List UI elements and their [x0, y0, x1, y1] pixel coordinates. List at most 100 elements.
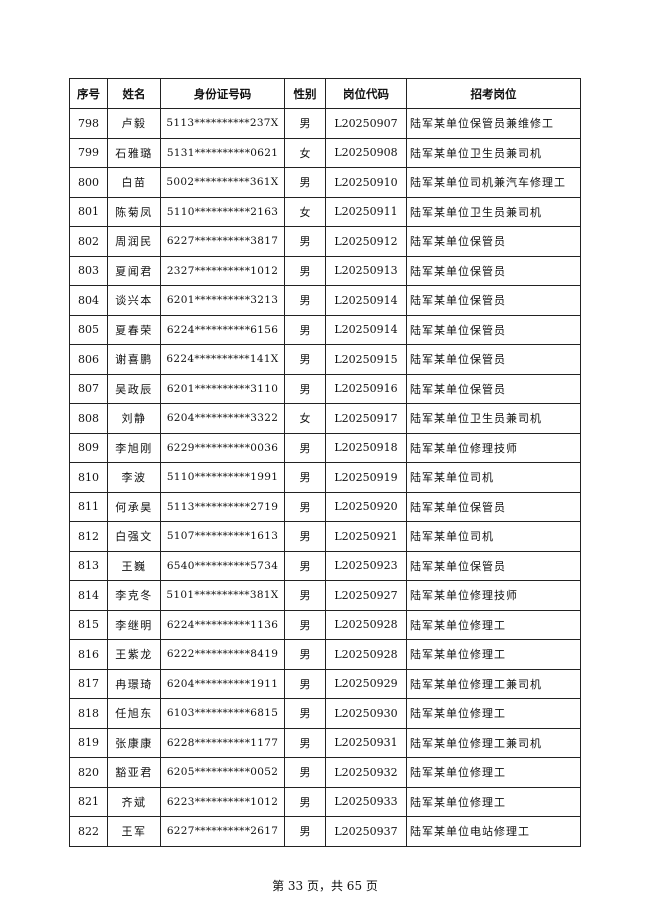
- cell-position-code: L20250912: [325, 226, 407, 257]
- cell-name: 王军: [107, 816, 161, 847]
- cell-position-code: L20250921: [325, 521, 407, 552]
- cell-id-number: 6224**********141X: [160, 344, 285, 375]
- cell-gender: 男: [284, 432, 326, 463]
- cell-name: 任旭东: [107, 698, 161, 729]
- header-id-number: 身份证号码: [160, 78, 285, 109]
- cell-name: 白强文: [107, 521, 161, 552]
- cell-name: 卢毅: [107, 108, 161, 139]
- cell-position: 陆军某单位修理工: [406, 698, 581, 729]
- table-row: 804 谈兴本 6201**********3213 男 L20250914 陆军某单位保…: [69, 285, 581, 316]
- cell-name: 周润民: [107, 226, 161, 257]
- cell-id-number: 6204**********3322: [160, 403, 285, 434]
- table-row: 819 张康康 6228**********1177 男 L20250931 陆军某单位修…: [69, 727, 581, 758]
- cell-position-code: L20250917: [325, 403, 407, 434]
- cell-position-code: L20250910: [325, 167, 407, 198]
- cell-id-number: 2327**********1012: [160, 255, 285, 286]
- cell-position-code: L20250914: [325, 285, 407, 316]
- cell-gender: 男: [284, 727, 326, 758]
- table-row: 799 石雅璐 5131**********0621 女 L20250908 陆军某单位卫…: [69, 137, 581, 168]
- cell-index: 801: [69, 196, 108, 227]
- cell-position-code: L20250913: [325, 255, 407, 286]
- table-row: 805 夏春荣 6224**********6156 男 L20250914 陆军某单位保…: [69, 314, 581, 345]
- cell-index: 805: [69, 314, 108, 345]
- cell-name: 冉璟琦: [107, 668, 161, 699]
- cell-id-number: 6204**********1911: [160, 668, 285, 699]
- table-row: 801 陈菊凤 5110**********2163 女 L20250911 陆军某单位卫…: [69, 196, 581, 227]
- cell-index: 812: [69, 521, 108, 552]
- cell-id-number: 5113**********237X: [160, 108, 285, 139]
- cell-position: 陆军某单位保管员兼维修工: [406, 108, 581, 139]
- cell-gender: 女: [284, 196, 326, 227]
- cell-position: 陆军某单位保管员: [406, 255, 581, 286]
- cell-gender: 男: [284, 668, 326, 699]
- cell-id-number: 6229**********0036: [160, 432, 285, 463]
- cell-name: 谈兴本: [107, 285, 161, 316]
- cell-position-code: L20250928: [325, 639, 407, 670]
- cell-index: 811: [69, 491, 108, 522]
- cell-position-code: L20250937: [325, 816, 407, 847]
- cell-gender: 男: [284, 786, 326, 817]
- cell-position: 陆军某单位卫生员兼司机: [406, 403, 581, 434]
- cell-name: 陈菊凤: [107, 196, 161, 227]
- cell-index: 806: [69, 344, 108, 375]
- cell-position-code: L20250908: [325, 137, 407, 168]
- cell-id-number: 5101**********381X: [160, 580, 285, 611]
- cell-id-number: 6227**********2617: [160, 816, 285, 847]
- table-row: 809 李旭刚 6229**********0036 男 L20250918 陆军某单位修…: [69, 432, 581, 463]
- cell-gender: 男: [284, 285, 326, 316]
- table-row: 813 王巍 6540**********5734 男 L20250923 陆军某单位保管…: [69, 550, 581, 581]
- cell-id-number: 6540**********5734: [160, 550, 285, 581]
- table-row: 800 白苗 5002**********361X 男 L20250910 陆军某单位司机…: [69, 167, 581, 198]
- cell-position: 陆军某单位修理工: [406, 639, 581, 670]
- header-position-code: 岗位代码: [325, 78, 407, 109]
- cell-index: 803: [69, 255, 108, 286]
- table-row: 808 刘静 6204**********3322 女 L20250917 陆军某单位卫生…: [69, 403, 581, 434]
- table-row: 812 白强文 5107**********1613 男 L20250921 陆军某单位司…: [69, 521, 581, 552]
- cell-position-code: L20250930: [325, 698, 407, 729]
- cell-index: 798: [69, 108, 108, 139]
- cell-index: 809: [69, 432, 108, 463]
- header-index: 序号: [69, 78, 108, 109]
- cell-gender: 男: [284, 491, 326, 522]
- cell-gender: 男: [284, 521, 326, 552]
- cell-index: 808: [69, 403, 108, 434]
- cell-position: 陆军某单位保管员: [406, 226, 581, 257]
- cell-name: 王巍: [107, 550, 161, 581]
- cell-position: 陆军某单位司机: [406, 521, 581, 552]
- cell-id-number: 6223**********1012: [160, 786, 285, 817]
- table-row: 818 任旭东 6103**********6815 男 L20250930 陆军某单位修…: [69, 698, 581, 729]
- cell-position: 陆军某单位保管员: [406, 285, 581, 316]
- candidate-table: 序号 姓名 身份证号码 性别 岗位代码 招考岗位 798 卢毅 5113******…: [69, 78, 581, 847]
- cell-index: 813: [69, 550, 108, 581]
- cell-id-number: 6205**********0052: [160, 757, 285, 788]
- cell-position-code: L20250933: [325, 786, 407, 817]
- cell-position-code: L20250915: [325, 344, 407, 375]
- table-row: 821 齐斌 6223**********1012 男 L20250933 陆军某单位修理…: [69, 786, 581, 817]
- cell-name: 李克冬: [107, 580, 161, 611]
- cell-name: 夏闻君: [107, 255, 161, 286]
- cell-id-number: 5110**********2163: [160, 196, 285, 227]
- cell-gender: 男: [284, 550, 326, 581]
- cell-index: 804: [69, 285, 108, 316]
- cell-position: 陆军某单位修理工: [406, 786, 581, 817]
- cell-index: 816: [69, 639, 108, 670]
- cell-position-code: L20250911: [325, 196, 407, 227]
- cell-position-code: L20250916: [325, 373, 407, 404]
- cell-gender: 女: [284, 403, 326, 434]
- cell-index: 820: [69, 757, 108, 788]
- cell-position-code: L20250928: [325, 609, 407, 640]
- cell-gender: 男: [284, 344, 326, 375]
- cell-index: 802: [69, 226, 108, 257]
- cell-position-code: L20250929: [325, 668, 407, 699]
- table-row: 811 何承昊 5113**********2719 男 L20250920 陆军某单位保…: [69, 491, 581, 522]
- header-position: 招考岗位: [406, 78, 581, 109]
- header-name: 姓名: [107, 78, 161, 109]
- cell-position: 陆军某单位保管员: [406, 491, 581, 522]
- cell-index: 817: [69, 668, 108, 699]
- cell-position: 陆军某单位修理工: [406, 757, 581, 788]
- cell-name: 李继明: [107, 609, 161, 640]
- cell-position: 陆军某单位保管员: [406, 314, 581, 345]
- cell-name: 白苗: [107, 167, 161, 198]
- cell-id-number: 6201**********3110: [160, 373, 285, 404]
- cell-position: 陆军某单位卫生员兼司机: [406, 137, 581, 168]
